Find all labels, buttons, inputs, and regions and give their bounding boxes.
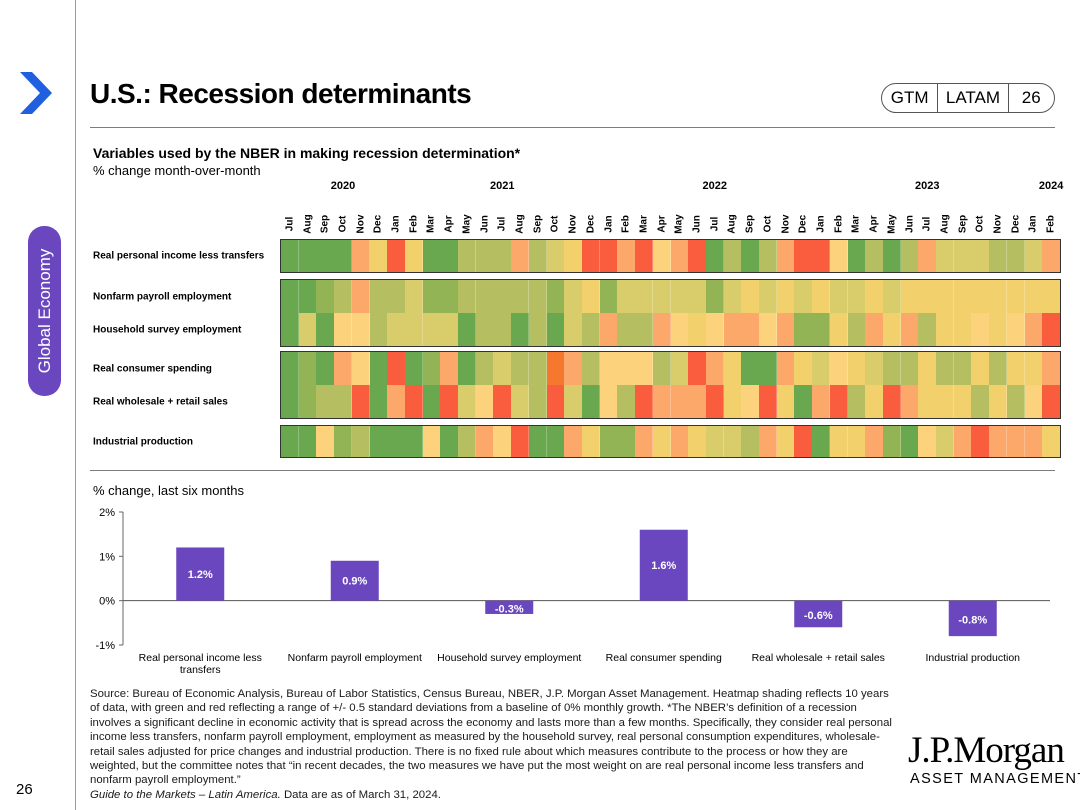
heatmap-group-frame [280,279,1061,347]
badge-gtm: GTM [890,88,929,107]
x-category-label: Industrial production [925,652,1020,664]
heatmap-row-label: Real consumer spending [93,363,212,374]
section-tab-global-economy[interactable]: Global Economy [28,226,61,396]
heatmap-group-frame [280,239,1061,273]
heatmap-year-label: 2021 [490,180,515,192]
x-category-label: Real wholesale + retail sales [752,652,885,664]
bar-data-label: 1.2% [188,569,213,581]
as-of-date: Data are as of March 31, 2024. [280,788,441,801]
bar-data-label: 1.6% [651,560,676,572]
heatmap-year-label: 2024 [1038,180,1064,192]
left-vertical-rule [75,0,76,810]
bar-data-label: -0.6% [804,610,833,622]
badge-page: 26 [1007,84,1054,112]
heatmap-year-label: 2020 [330,180,356,192]
x-category-label: Real consumer spending [606,652,722,664]
bar [176,547,225,601]
heatmap-row-label: Nonfarm payroll employment [93,291,232,302]
bar [794,600,843,628]
heatmap-title: Variables used by the NBER in making rec… [93,145,521,161]
page-number: 26 [16,781,33,798]
heatmap-year-label: 2023 [914,180,940,192]
x-category-label: transfers [180,664,221,676]
footnote: Source: Bureau of Economic Analysis, Bur… [90,687,895,802]
header-divider [90,127,1055,128]
guide-title: Guide to the Markets – Latin America. [90,788,281,801]
jpmorgan-logo: J.P.Morgan [908,730,1065,771]
page-title: U.S.: Recession determinants [90,78,472,109]
heatmap-row-label: Real wholesale + retail sales [93,396,228,407]
bar-data-label: -0.8% [958,614,987,626]
heatmap-row-label: Household survey employment [93,324,242,335]
y-tick-label: 2% [99,507,115,519]
heatmap-row-label: Real personal income less transfers [93,250,265,262]
heatmap-row-label: Industrial production [93,436,193,447]
bar-chart: 2% 1% 0% -1% 1.2% Real personal income lesstr… [95,507,1050,676]
x-category-label: Nonfarm payroll employment [288,652,422,664]
heatmap-year-label: 2022 [702,180,727,192]
bar [948,600,997,637]
heatmap-group-frame [280,351,1061,419]
x-category-label: Household survey employment [437,652,581,664]
asset-management-wordmark: ASSET MANAGEMENT [910,771,1080,787]
section-divider [90,470,1055,471]
source-note: Source: Bureau of Economic Analysis, Bur… [90,688,892,787]
bar [639,529,688,601]
chevron-right-icon [20,72,52,114]
badge-latam: LATAM [937,84,1007,112]
y-tick-label: 1% [99,551,115,563]
y-tick-label: -1% [95,640,115,652]
bar-data-label: -0.3% [495,603,524,615]
heatmap-group-frame [280,425,1061,458]
heatmap-subtitle: % change month-over-month [93,163,261,178]
bar [330,560,379,601]
y-tick-label: 0% [99,596,115,608]
x-category-label: Real personal income less [139,652,262,664]
bar-chart-subtitle: % change, last six months [93,483,245,498]
bar-data-label: 0.9% [342,576,367,588]
page-badge: GTM LATAM 26 [881,83,1055,113]
bar [485,600,534,614]
